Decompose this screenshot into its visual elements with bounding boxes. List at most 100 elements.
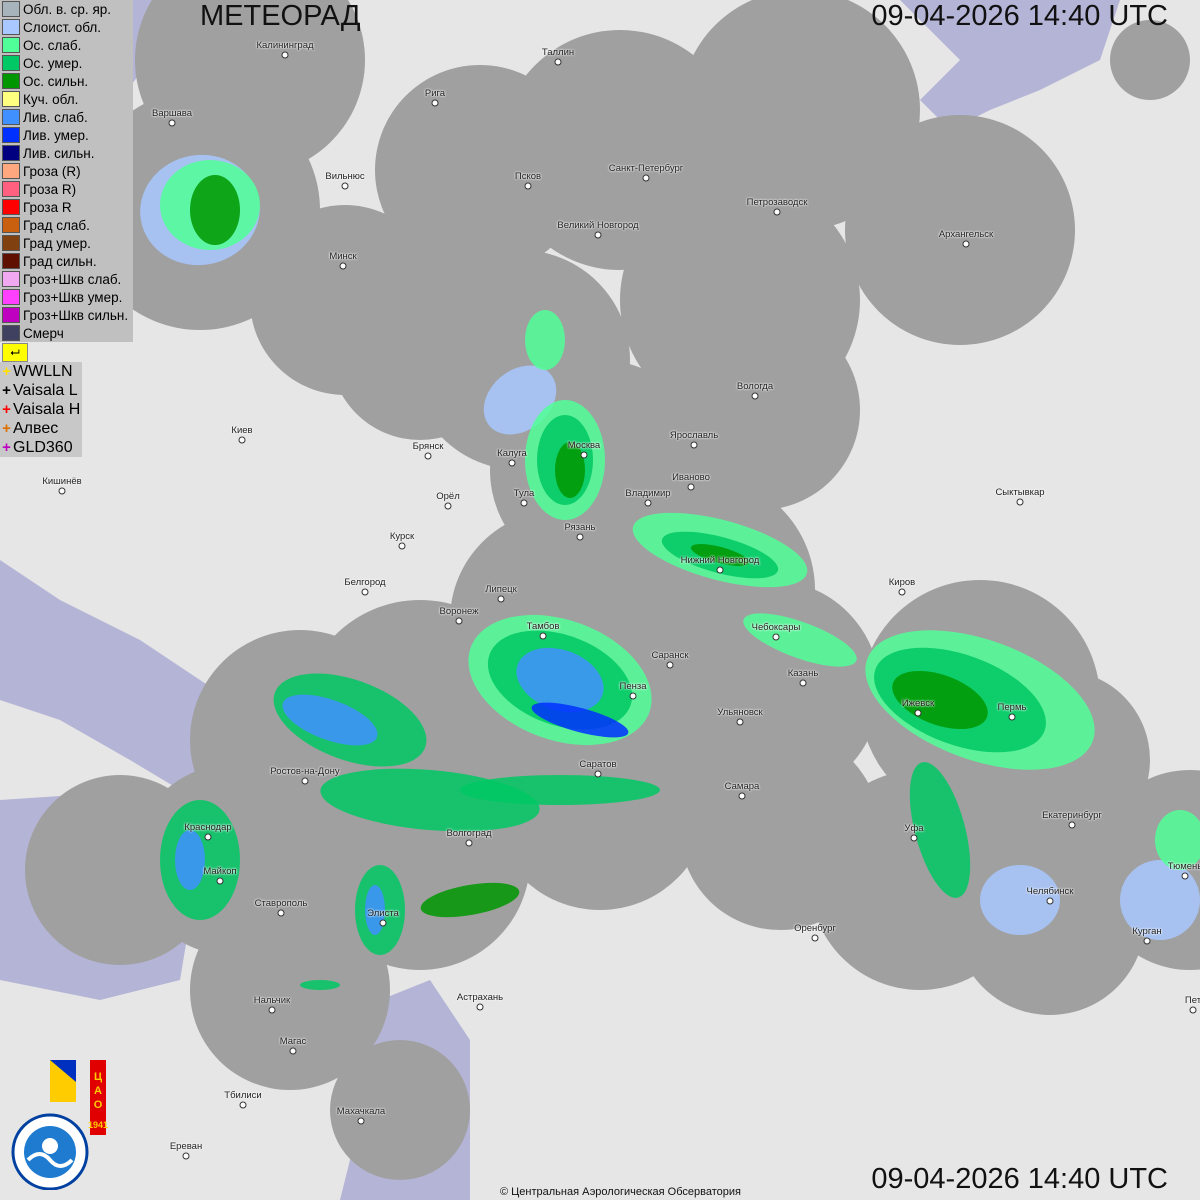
- city-marker[interactable]: [238, 436, 246, 444]
- city-marker[interactable]: [773, 208, 781, 216]
- city-marker[interactable]: [772, 633, 780, 641]
- city-marker[interactable]: [898, 588, 906, 596]
- city-marker[interactable]: [268, 1006, 276, 1014]
- city-marker[interactable]: [736, 718, 744, 726]
- city-marker[interactable]: [508, 459, 516, 467]
- lightning-item: + Vaisala L: [0, 381, 82, 400]
- city-label: Москва: [567, 440, 601, 451]
- city-label: Курган: [1132, 926, 1162, 937]
- city-marker[interactable]: [341, 182, 349, 190]
- legend-swatch: [2, 1, 20, 17]
- radar-coverage-circle: [190, 890, 390, 1090]
- city-marker[interactable]: [539, 632, 547, 640]
- city-marker[interactable]: [687, 483, 695, 491]
- city-label: Калининград: [256, 40, 314, 51]
- city-marker[interactable]: [520, 499, 528, 507]
- city-marker[interactable]: [444, 502, 452, 510]
- legend-item: Слоист. обл.: [0, 18, 133, 36]
- city-marker[interactable]: [642, 174, 650, 182]
- city-marker[interactable]: [910, 834, 918, 842]
- city-marker[interactable]: [339, 262, 347, 270]
- city-marker[interactable]: [379, 919, 387, 927]
- flag-icon[interactable]: ⮠: [2, 343, 28, 362]
- city-marker[interactable]: [1189, 1006, 1197, 1014]
- precipitation-area: [743, 613, 857, 667]
- city-marker[interactable]: [277, 909, 285, 917]
- legend-swatch: [2, 127, 20, 143]
- city-marker[interactable]: [580, 451, 588, 459]
- city-marker[interactable]: [594, 231, 602, 239]
- city-marker[interactable]: [455, 617, 463, 625]
- city-marker[interactable]: [1068, 821, 1076, 829]
- lightning-item: + Vaisala H: [0, 400, 82, 419]
- legend-swatch: [2, 235, 20, 251]
- city-marker[interactable]: [576, 533, 584, 541]
- city-marker[interactable]: [431, 99, 439, 107]
- legend-label: Град умер.: [23, 235, 91, 251]
- legend-item: Гроз+Шкв сильн.: [0, 306, 133, 324]
- city-marker[interactable]: [301, 777, 309, 785]
- city-marker[interactable]: [1008, 713, 1016, 721]
- city-marker[interactable]: [690, 441, 698, 449]
- city-label: Ростов-на-Дону: [270, 766, 340, 777]
- city-marker[interactable]: [1046, 897, 1054, 905]
- legend-label: Гроз+Шкв сильн.: [23, 307, 129, 323]
- radar-coverage-circle: [1110, 20, 1190, 100]
- svg-text:О: О: [94, 1099, 103, 1111]
- city-marker[interactable]: [738, 792, 746, 800]
- city-label: Челябинск: [1026, 886, 1074, 897]
- legend-item: Обл. в. ср. яр.: [0, 0, 133, 18]
- city-marker[interactable]: [497, 595, 505, 603]
- city-marker[interactable]: [361, 588, 369, 596]
- city-marker[interactable]: [751, 392, 759, 400]
- city-marker[interactable]: [216, 877, 224, 885]
- lightning-cross-icon: +: [2, 420, 11, 437]
- city-marker[interactable]: [1143, 937, 1151, 945]
- city-marker[interactable]: [398, 542, 406, 550]
- city-label: Воронеж: [439, 606, 479, 617]
- city-marker[interactable]: [465, 839, 473, 847]
- city-marker[interactable]: [811, 934, 819, 942]
- legend-label: Ос. умер.: [23, 55, 83, 71]
- city-marker[interactable]: [1016, 498, 1024, 506]
- legend-swatch: [2, 181, 20, 197]
- cao-flag: Ц А О 1941: [50, 1060, 108, 1135]
- city-marker[interactable]: [289, 1047, 297, 1055]
- city-marker[interactable]: [644, 499, 652, 507]
- legend-item: Ос. слаб.: [0, 36, 133, 54]
- city-marker[interactable]: [357, 1117, 365, 1125]
- city-label: Ереван: [169, 1141, 203, 1152]
- city-marker[interactable]: [168, 119, 176, 127]
- city-marker[interactable]: [962, 240, 970, 248]
- city-label: Брянск: [412, 441, 444, 452]
- city-marker[interactable]: [204, 833, 212, 841]
- city-marker[interactable]: [182, 1152, 190, 1160]
- city-label: Казань: [787, 668, 819, 679]
- city-label: Великий Новгород: [557, 220, 639, 231]
- lightning-item: + WWLLN: [0, 362, 82, 381]
- city-marker[interactable]: [424, 452, 432, 460]
- city-marker[interactable]: [476, 1003, 484, 1011]
- legend-label: Гроза (R): [23, 163, 81, 179]
- city-label: Пенза: [619, 681, 647, 692]
- city-marker[interactable]: [629, 692, 637, 700]
- legend-swatch: [2, 271, 20, 287]
- city-marker[interactable]: [799, 679, 807, 687]
- city-marker[interactable]: [666, 661, 674, 669]
- city-marker[interactable]: [524, 182, 532, 190]
- city-label: Орёл: [436, 491, 460, 502]
- legend-label: Гроза R: [23, 199, 72, 215]
- city-marker[interactable]: [594, 770, 602, 778]
- city-label: Саратов: [579, 759, 617, 770]
- city-marker[interactable]: [239, 1101, 247, 1109]
- city-marker[interactable]: [914, 709, 922, 717]
- city-label: Архангельск: [938, 229, 994, 240]
- city-marker[interactable]: [281, 51, 289, 59]
- city-marker[interactable]: [58, 487, 66, 495]
- city-marker[interactable]: [1181, 872, 1189, 880]
- city-marker[interactable]: [716, 566, 724, 574]
- city-marker[interactable]: [554, 58, 562, 66]
- city-label: Махачкала: [336, 1106, 386, 1117]
- city-label: Рига: [424, 88, 446, 99]
